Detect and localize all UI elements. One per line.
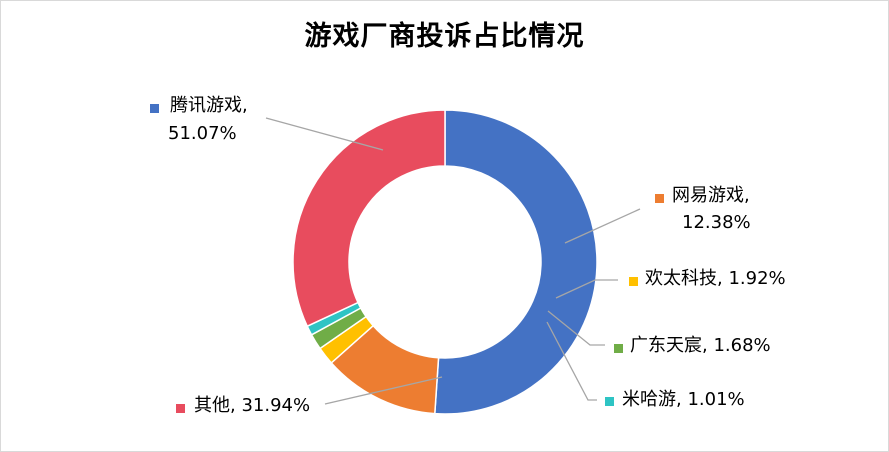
label-marker-3 (614, 344, 623, 353)
label-marker-4 (605, 397, 614, 406)
chart-title: 游戏厂商投诉占比情况 (304, 21, 585, 52)
data-label-4: 米哈游, 1.01% (622, 389, 745, 410)
data-label-value-1: 12.38% (682, 212, 751, 233)
label-marker-1 (655, 194, 664, 203)
leader-line-2 (555, 279, 618, 299)
data-label-2: 欢太科技, 1.92% (645, 268, 786, 289)
leader-line-1 (564, 208, 641, 244)
leader-line-5 (324, 376, 443, 405)
label-marker-5 (176, 404, 185, 413)
label-marker-0 (150, 104, 159, 113)
donut-slice-5 (292, 109, 446, 328)
data-label-name-0: 腾讯游戏, (170, 95, 248, 116)
data-label-value-0: 51.07% (168, 123, 237, 144)
label-marker-2 (629, 277, 638, 286)
donut-slice-0 (433, 109, 598, 415)
leader-line-3 (547, 310, 605, 346)
leader-line-4 (546, 321, 597, 401)
data-label-3: 广东天宸, 1.68% (630, 335, 771, 356)
leader-line-0 (265, 117, 384, 151)
data-label-5: 其他, 31.94% (194, 395, 310, 416)
data-label-name-1: 网易游戏, (672, 185, 750, 206)
